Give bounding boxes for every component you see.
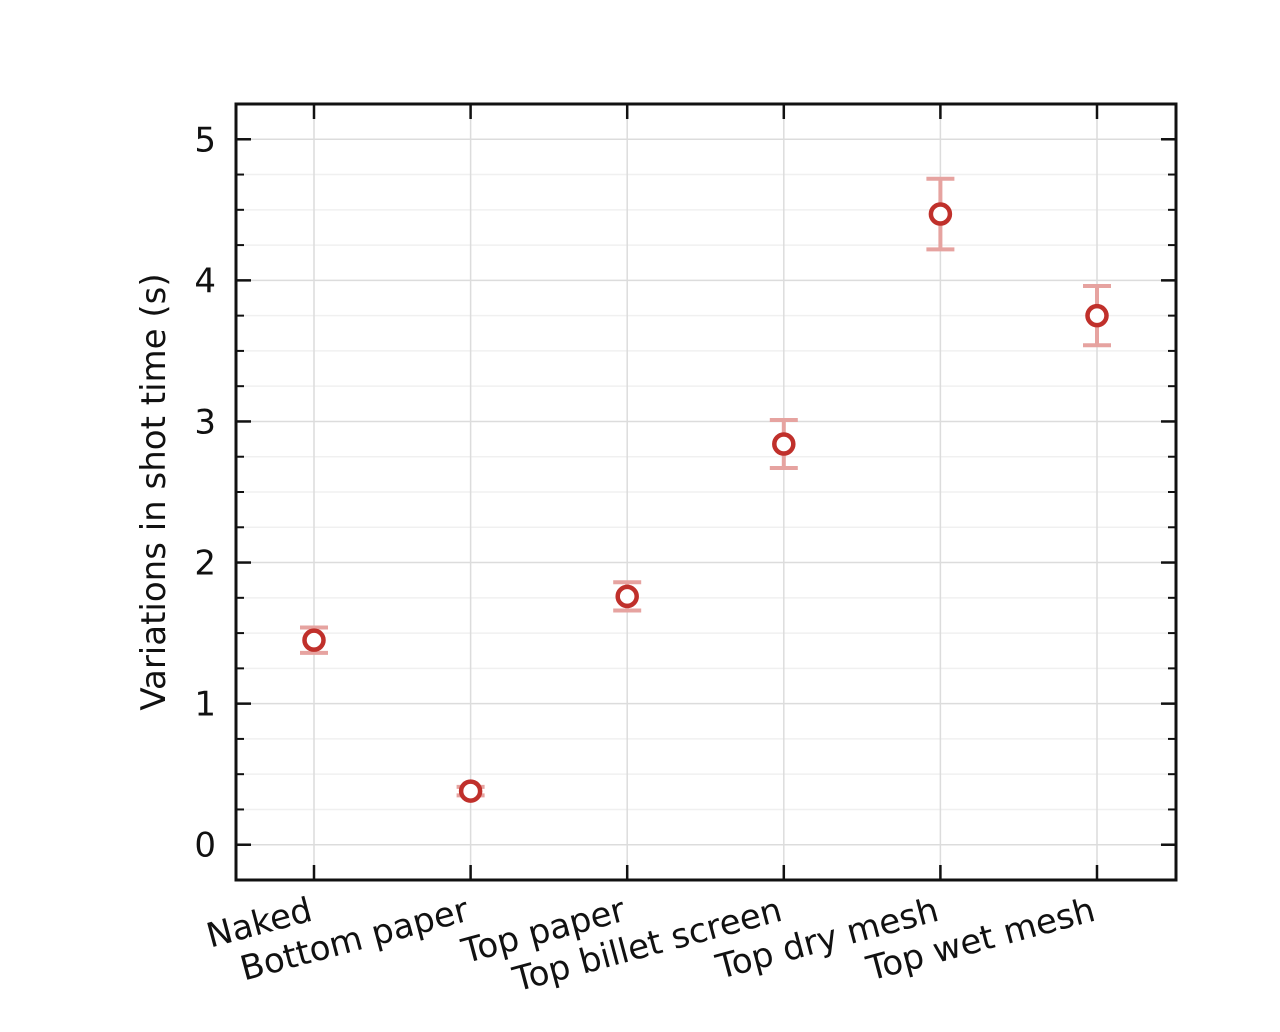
- y-tick-label: 1: [194, 685, 216, 725]
- data-point: [928, 202, 953, 226]
- data-point: [458, 779, 483, 803]
- grid: [236, 104, 1176, 880]
- error-bars: [300, 176, 1111, 798]
- y-tick-label: 5: [194, 120, 216, 160]
- y-tick-label: 0: [194, 826, 216, 866]
- data-point: [302, 628, 326, 652]
- y-tick-label: 3: [194, 402, 216, 442]
- y-tick-labels: 0 1 2 3 4 5: [194, 120, 216, 865]
- data-points: [302, 202, 1109, 803]
- data-point: [615, 584, 639, 609]
- axis-ticks: [236, 104, 1176, 880]
- data-point: [772, 432, 796, 456]
- y-tick-label: 4: [194, 261, 216, 301]
- data-point: [1085, 303, 1109, 328]
- y-tick-label: 2: [194, 544, 216, 584]
- y-axis-title: Variations in shot time (s): [134, 273, 174, 710]
